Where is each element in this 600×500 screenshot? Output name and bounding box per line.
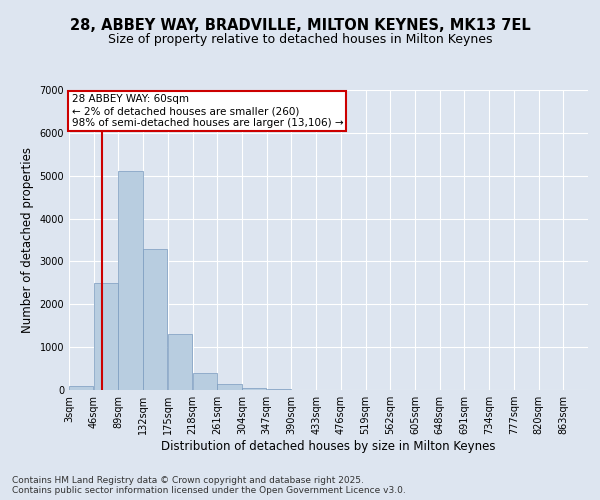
Text: 28 ABBEY WAY: 60sqm
← 2% of detached houses are smaller (260)
98% of semi-detach: 28 ABBEY WAY: 60sqm ← 2% of detached hou… (71, 94, 343, 128)
Text: 28, ABBEY WAY, BRADVILLE, MILTON KEYNES, MK13 7EL: 28, ABBEY WAY, BRADVILLE, MILTON KEYNES,… (70, 18, 530, 32)
Bar (118, 172, 143, 390)
Y-axis label: Number of detached properties: Number of detached properties (21, 147, 34, 333)
Bar (193, 373, 217, 390)
Bar (69, 386, 93, 390)
Bar (94, 283, 118, 390)
Bar (217, 384, 242, 390)
Text: Size of property relative to detached houses in Milton Keynes: Size of property relative to detached ho… (108, 32, 492, 46)
Text: Contains HM Land Registry data © Crown copyright and database right 2025.
Contai: Contains HM Land Registry data © Crown c… (12, 476, 406, 495)
Bar (143, 248, 167, 390)
Bar (168, 334, 192, 390)
Bar (242, 388, 266, 390)
X-axis label: Distribution of detached houses by size in Milton Keynes: Distribution of detached houses by size … (161, 440, 496, 453)
